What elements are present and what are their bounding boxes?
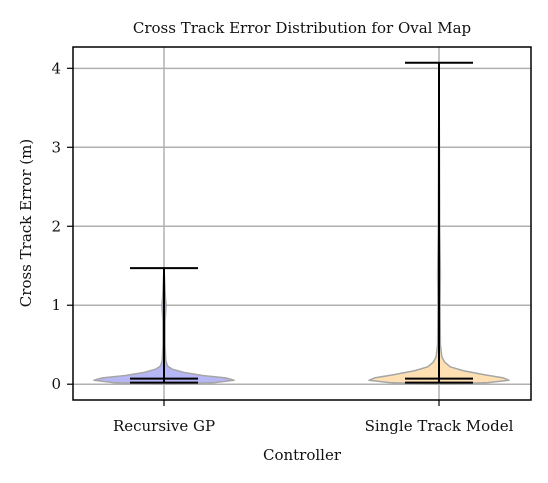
- x-tick-label: Single Track Model: [365, 417, 514, 435]
- y-tick-label: 0: [51, 375, 61, 393]
- chart-title: Cross Track Error Distribution for Oval …: [133, 19, 471, 37]
- y-axis-label: Cross Track Error (m): [17, 139, 35, 307]
- x-axis-label: Controller: [263, 446, 342, 464]
- y-tick-label: 1: [51, 296, 61, 314]
- violins: [93, 62, 510, 385]
- gridlines: [73, 47, 531, 400]
- y-tick-label: 3: [51, 138, 61, 156]
- whiskers: [130, 61, 473, 384]
- plot-frame: [72, 46, 532, 401]
- x-tick-label: Recursive GP: [113, 417, 215, 435]
- y-axis-ticks: 0 1 2 3 4: [51, 59, 73, 393]
- y-tick-label: 2: [51, 217, 61, 235]
- x-axis-ticks: Recursive GP Single Track Model: [113, 400, 514, 435]
- y-tick-label: 4: [51, 59, 61, 77]
